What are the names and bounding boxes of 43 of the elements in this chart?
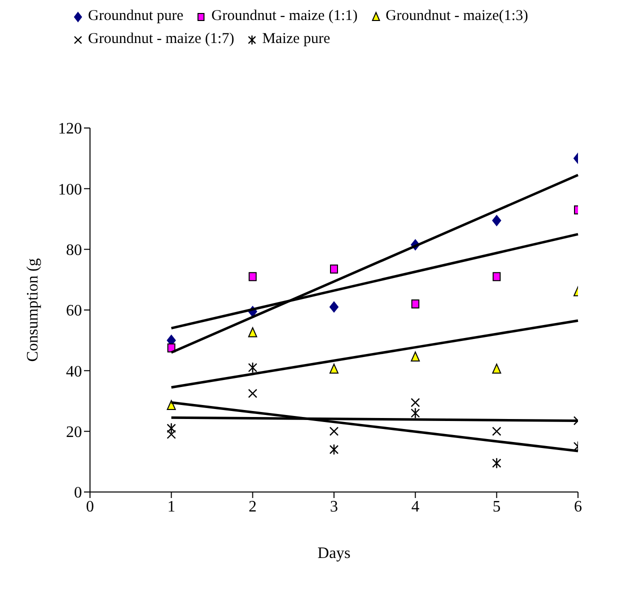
point	[492, 426, 502, 436]
point	[330, 364, 338, 374]
y-tick-label: 20	[66, 424, 82, 442]
x-tick-label: 1	[167, 498, 176, 516]
point	[166, 422, 176, 434]
x-tick-label: 4	[411, 498, 420, 516]
point	[166, 430, 176, 439]
point	[329, 444, 339, 456]
legend-label: Groundnut - maize(1:3)	[384, 8, 528, 25]
y-axis-title: Consumption (g	[24, 258, 42, 362]
point	[248, 388, 258, 398]
x-tick-label: 6	[574, 498, 582, 516]
y-tick-label: 40	[66, 363, 82, 380]
y-tick-label: 120	[58, 120, 82, 138]
x-tick-label: 3	[330, 498, 338, 516]
legend-label: Groundnut - maize (1:1)	[210, 8, 358, 25]
point	[330, 301, 338, 312]
point	[492, 364, 502, 374]
legend-label: Maize pure	[261, 31, 330, 48]
point	[166, 400, 176, 410]
point	[248, 327, 258, 338]
point	[248, 272, 257, 282]
x-tick-label: 5	[492, 498, 501, 516]
legend-label: Groundnut pure	[87, 8, 184, 25]
point	[492, 458, 502, 469]
point	[411, 299, 420, 308]
point	[492, 272, 501, 282]
point	[410, 352, 420, 362]
point	[410, 408, 420, 419]
y-tick-label: 60	[66, 302, 82, 320]
x-tick-label: 0	[86, 498, 94, 516]
point	[248, 362, 258, 374]
x-axis-title: Days	[318, 545, 350, 562]
y-tick-label: 100	[58, 181, 82, 198]
x-tick-label: 2	[248, 498, 257, 516]
legend-label: Groundnut - maize (1:7)	[87, 31, 234, 48]
point	[329, 426, 339, 436]
y-tick-label: 80	[66, 242, 82, 260]
y-tick-label: 0	[74, 484, 82, 502]
point	[330, 264, 338, 274]
line-series	[170, 319, 580, 389]
point	[410, 398, 420, 408]
point	[492, 215, 502, 226]
